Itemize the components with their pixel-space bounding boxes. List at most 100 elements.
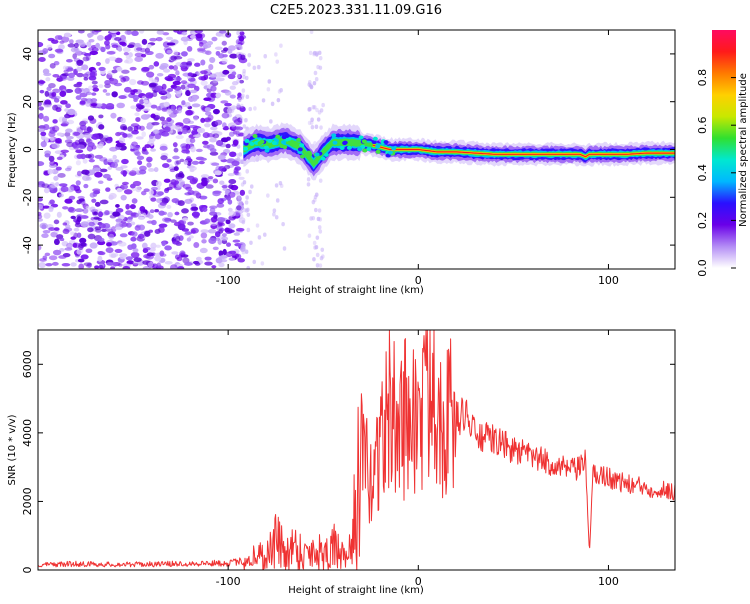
spectrogram-cell <box>297 147 303 152</box>
spectrogram-cell <box>385 153 391 158</box>
spectrogram-cell <box>226 229 235 234</box>
spectrogram-cell <box>170 105 176 112</box>
spectrogram-cell <box>214 119 223 126</box>
spectrogram-cell <box>153 167 159 173</box>
spectrogram-cell <box>161 83 167 90</box>
spectrogram-cell <box>186 156 192 161</box>
spectrogram-cell <box>191 177 199 184</box>
spectrogram-cell <box>151 219 157 226</box>
spectrogram-cell <box>202 132 210 139</box>
spectrogram-cell <box>225 219 231 225</box>
spectrogram-cell <box>105 103 115 109</box>
spectrogram-cell <box>110 112 117 119</box>
ridge-core <box>372 144 675 158</box>
spectrogram-cell <box>155 52 164 59</box>
spectrogram-cell <box>165 123 173 127</box>
spectrogram-cell <box>52 74 60 78</box>
spectrogram-cell <box>179 62 187 69</box>
spectrogram-cell <box>68 72 75 78</box>
spectrogram-cell <box>242 180 247 185</box>
spectrogram-cell <box>38 161 45 167</box>
spectrogram-cell <box>159 116 166 122</box>
spectrogram-cell <box>236 30 240 36</box>
spectrogram-cell <box>207 229 217 234</box>
spectrogram-cell <box>131 231 138 237</box>
spectrogram-cell <box>148 82 158 88</box>
spectrogram-cell <box>226 64 236 70</box>
spectrogram-cell <box>239 103 244 109</box>
spectrogram-cell <box>228 184 234 189</box>
spectrogram-cell <box>134 56 143 62</box>
spectrogram-cell <box>200 70 208 75</box>
spectrogram-cell <box>237 92 242 98</box>
spectrogram-cell <box>93 216 100 220</box>
spectrogram-cell <box>200 229 209 234</box>
spectrogram-cell <box>272 212 276 217</box>
spectrogram-cell <box>130 123 140 128</box>
y-tick-label: 40 <box>21 47 34 61</box>
spectrogram-cell <box>244 75 249 81</box>
spectrogram-cell <box>181 208 189 214</box>
spectrogram-cell <box>193 241 200 248</box>
spectrogram-cell <box>229 122 236 128</box>
spectrogram-cell <box>220 217 228 222</box>
spectrogram-cell <box>80 254 89 260</box>
spectrogram-cell <box>309 216 313 221</box>
spectrogram-cell <box>226 242 232 247</box>
spectrogram-cell <box>218 262 225 268</box>
spectrogram-cell <box>150 104 158 109</box>
spectrogram-cell <box>85 248 93 254</box>
spectrogram-cell <box>317 225 322 230</box>
colorbar-tick-label: 0.0 <box>696 259 709 277</box>
spectrogram-cell <box>201 180 208 187</box>
spectrogram-cell <box>240 95 245 100</box>
spectrogram-cell <box>186 61 193 66</box>
spectrogram-cell <box>192 260 200 265</box>
spectrogram-cell <box>315 51 319 56</box>
spectrogram-cell <box>176 93 182 98</box>
spectrogram-cell <box>257 65 261 70</box>
spectrogram-cell <box>120 117 126 124</box>
spectrogram-cell <box>212 246 219 251</box>
spectrogram-cell <box>192 134 202 138</box>
colorbar-ticks: 0.0 0.2 0.4 0.6 0.8 <box>696 69 736 277</box>
spectrogram-cell <box>323 152 329 157</box>
spectrogram-cell <box>76 59 84 66</box>
spectrogram-cell <box>151 121 160 126</box>
spectrogram-cell <box>98 124 105 130</box>
spectrogram-cell <box>177 107 183 114</box>
spectrogram-cell <box>225 143 231 149</box>
spectrogram-cell <box>339 146 345 151</box>
spectrogram-cell <box>267 138 273 143</box>
spectrogram-cell <box>225 32 232 38</box>
spectrogram-cell <box>243 146 249 151</box>
spectrogram-cell <box>198 41 204 47</box>
spectrogram-cell <box>362 148 368 153</box>
spectrogram-cell <box>190 203 197 208</box>
spectrogram-cell <box>91 80 98 85</box>
spectrogram-cell <box>38 244 42 251</box>
spectrogram-cell <box>141 131 147 138</box>
spectrogram-cell <box>87 227 94 233</box>
spectrogram-cell <box>64 131 71 137</box>
spectrogram-cell <box>189 89 198 94</box>
snr-x-axis-label: Height of straight line (km) <box>288 585 424 596</box>
spectrogram-cell <box>79 41 86 47</box>
spectrogram-cell <box>108 192 117 200</box>
spectrogram-cell <box>159 145 168 151</box>
spectrogram-cell <box>193 115 199 121</box>
spectrogram-cell <box>175 70 180 76</box>
spectrogram-cell <box>307 233 312 238</box>
spectrogram-cell <box>121 158 129 165</box>
spectrogram-cell <box>107 166 112 171</box>
spectrogram-cell <box>80 221 90 228</box>
spectrogram-cell <box>48 227 56 232</box>
spectrogram-cell <box>185 109 193 116</box>
spectrogram-cell <box>114 57 123 63</box>
spectrogram-cell <box>143 188 150 193</box>
spectrogram-cell <box>249 141 255 146</box>
spectrogram-cell <box>81 64 89 71</box>
spectrogram-cell <box>141 38 148 45</box>
spectrogram-cell <box>173 30 180 33</box>
